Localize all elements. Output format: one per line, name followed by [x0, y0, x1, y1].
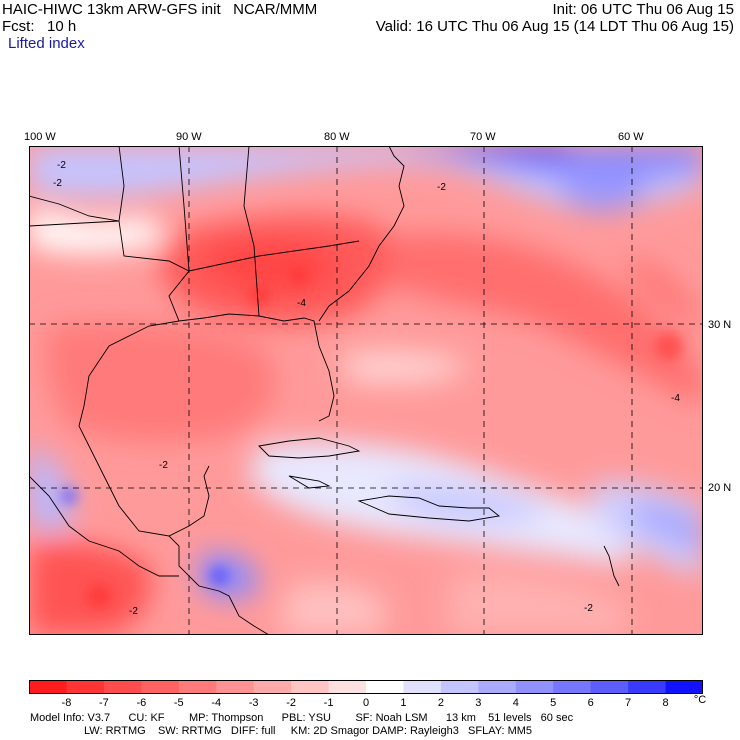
contour-label: -2: [57, 160, 66, 171]
colorbar-tick-label: -3: [248, 697, 259, 709]
colorbar-tick-label: -4: [211, 697, 222, 709]
colorbar-swatch: [66, 680, 105, 694]
contour-label: -2: [53, 178, 62, 189]
colorbar-tick-label: 3: [475, 697, 482, 709]
colorbar-tick-label: -6: [136, 697, 147, 709]
lon-label-90w: 90 W: [176, 131, 202, 143]
contour-label: -2: [584, 603, 593, 614]
colorbar-swatch: [29, 680, 67, 694]
colorbar-tick-label: 1: [400, 697, 407, 709]
lon-label-80w: 80 W: [324, 131, 350, 143]
colorbar-swatch: [553, 680, 592, 694]
lon-label-100w: 100 W: [24, 131, 56, 143]
colorbar-swatch: [103, 680, 142, 694]
colorbar-tick-label: 2: [437, 697, 444, 709]
colorbar-swatch: [253, 680, 292, 694]
contour-label: -4: [297, 298, 306, 309]
contour-label: -4: [671, 393, 680, 404]
colorbar-tick-label: 0: [362, 697, 370, 709]
colorbar: [29, 680, 703, 694]
colorbar-swatch: [628, 680, 667, 694]
colorbar-frame: [29, 680, 703, 694]
colorbar-tick-label: -2: [286, 697, 296, 709]
lon-label-60w: 60 W: [618, 131, 644, 143]
colorbar-swatch: [366, 680, 404, 694]
init-time: Init: 06 UTC Thu 06 Aug 15: [552, 1, 734, 18]
colorbar-swatch: [403, 680, 442, 694]
colorbar-swatch: [216, 680, 255, 694]
model-info-line1: Model Info: V3.7 CU: KF MP: Thompson PBL…: [30, 712, 574, 724]
lon-label-70w: 70 W: [470, 131, 496, 143]
lat-label-30n: 30 N: [708, 319, 732, 331]
colorbar-swatch: [178, 680, 217, 694]
field-name: Lifted index: [8, 35, 85, 52]
contour-label: -2: [129, 606, 138, 617]
colorbar-swatch: [291, 680, 330, 694]
valid-time: Valid: 16 UTC Thu 06 Aug 15 (14 LDT Thu …: [375, 18, 734, 35]
contour-label: -2: [437, 182, 446, 193]
colorbar-tick-label: -7: [98, 697, 109, 709]
colorbar-tick-label: -8: [61, 697, 72, 709]
colorbar-swatch: [440, 680, 479, 694]
colorbar-swatch: [328, 680, 367, 694]
colorbar-swatch: [478, 680, 517, 694]
colorbar-swatch: [515, 680, 554, 694]
colorbar-tick-label: -5: [173, 697, 184, 709]
model-info-line2: LW: RRTMG SW: RRTMG DIFF: full KM: 2D Sm…: [84, 725, 533, 737]
colorbar-swatch: [590, 680, 629, 694]
title-left: HAIC-HIWC 13km ARW-GFS init NCAR/MMM: [2, 1, 318, 18]
colorbar-swatch: [665, 680, 703, 694]
lifted-index-map: -2 -2 -4 -2 -4 -2 -2 -2: [29, 146, 703, 635]
contour-label: -2: [159, 460, 168, 471]
colorbar-tick-label: 6: [587, 697, 594, 709]
forecast-hour: Fcst: 10 h: [2, 18, 77, 35]
colorbar-swatch: [141, 680, 180, 694]
lat-label-20n: 20 N: [708, 482, 732, 494]
colorbar-tick-label: 7: [625, 697, 632, 709]
colorbar-tick-label: 8: [662, 697, 669, 709]
colorbar-tick-label: -1: [323, 697, 334, 709]
colorbar-unit: °C: [693, 694, 707, 706]
colorbar-tick-label: 4: [512, 697, 519, 709]
colorbar-tick-label: 5: [550, 697, 557, 709]
